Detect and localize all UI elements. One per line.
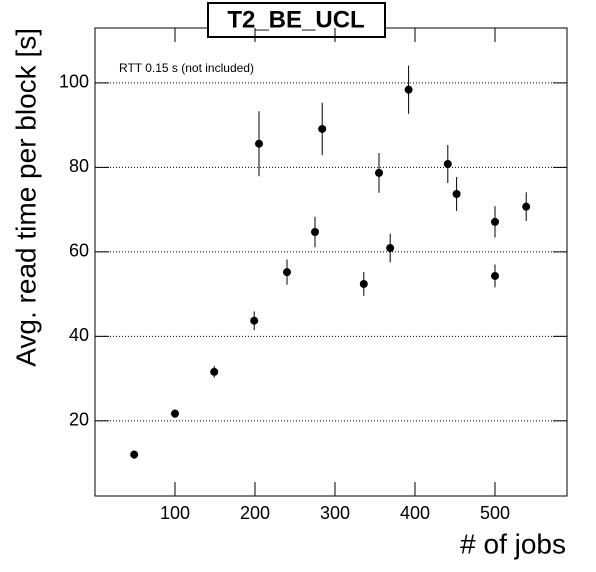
- point: [443, 160, 452, 169]
- y-axis-label: Avg. read time per block [s]: [10, 28, 41, 367]
- x-tick-label: 500: [480, 503, 510, 523]
- x-tick-label: 200: [240, 503, 270, 523]
- x-tick-label: 400: [400, 503, 430, 523]
- plot-frame: [94, 27, 568, 497]
- point: [318, 124, 327, 133]
- point: [522, 202, 531, 211]
- point: [255, 139, 263, 148]
- annotation: RTT 0.15 s (not included): [119, 61, 254, 75]
- point: [404, 85, 413, 94]
- point: [283, 268, 291, 277]
- point: [491, 217, 499, 226]
- point: [210, 367, 219, 376]
- x-tick-label: 100: [160, 503, 190, 523]
- y-tick-label: 80: [69, 156, 89, 176]
- x-axis-label: # of jobs: [460, 528, 566, 559]
- y-tick-label: 20: [69, 410, 89, 430]
- point: [386, 244, 395, 253]
- point: [130, 450, 139, 459]
- point: [491, 271, 499, 280]
- point: [359, 279, 368, 288]
- y-tick-label: 100: [59, 72, 89, 92]
- point: [311, 228, 319, 237]
- y-tick-label: 40: [69, 325, 89, 345]
- point: [171, 409, 179, 418]
- point: [250, 316, 259, 325]
- point: [375, 168, 383, 177]
- y-tick-label: 60: [69, 241, 89, 261]
- x-tick-label: 300: [320, 503, 350, 523]
- point: [452, 189, 461, 198]
- title-box: [207, 2, 386, 38]
- chart-title: T2_BE_UCL: [227, 6, 364, 33]
